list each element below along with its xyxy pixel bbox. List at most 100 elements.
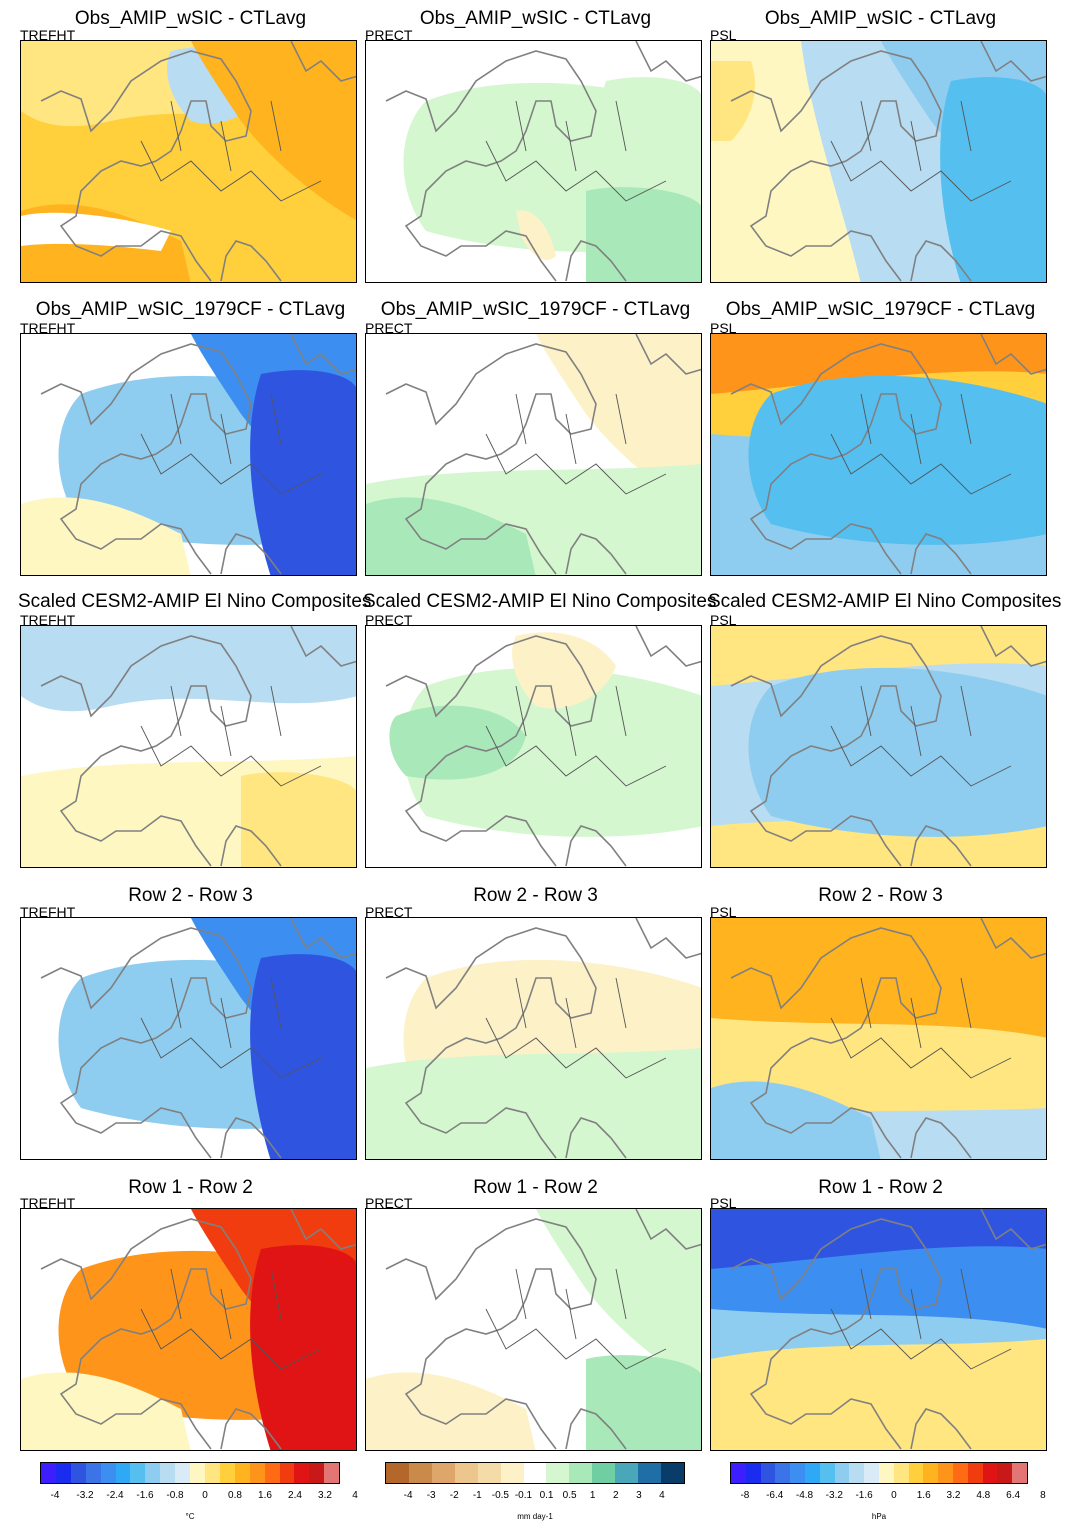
map-panel bbox=[20, 625, 357, 868]
colorbar-tick-label: -3.2 bbox=[825, 1490, 843, 1501]
field-contour-region bbox=[711, 334, 1046, 394]
map-panel bbox=[365, 333, 702, 576]
colorbar-swatch bbox=[219, 1463, 235, 1483]
field-contour-region bbox=[711, 61, 755, 141]
colorbar-swatch bbox=[70, 1463, 86, 1483]
coastline bbox=[730, 41, 1046, 282]
colorbar-swatch bbox=[775, 1463, 791, 1483]
colorbar-swatch bbox=[804, 1463, 820, 1483]
colorbar-tick-label: 4 bbox=[352, 1490, 358, 1501]
colorbar-tick-label: -0.5 bbox=[491, 1490, 509, 1501]
country-borders bbox=[140, 100, 322, 202]
colorbar-swatch bbox=[638, 1463, 662, 1483]
field-contour-region bbox=[21, 212, 171, 251]
colorbar-swatch bbox=[967, 1463, 983, 1483]
colorbar-swatch bbox=[500, 1463, 524, 1483]
field-contour-region bbox=[241, 772, 356, 867]
colorbar-tick-label: -4 bbox=[403, 1490, 413, 1501]
panel-title: Row 1 - Row 2 bbox=[473, 1177, 598, 1198]
map-panel bbox=[20, 917, 357, 1160]
country-borders bbox=[830, 100, 1012, 202]
colorbar-swatch bbox=[569, 1463, 593, 1483]
country-borders bbox=[485, 100, 667, 202]
coastline bbox=[730, 334, 1046, 575]
map-panel bbox=[365, 625, 702, 868]
panel-title: Obs_AMIP_wSIC_1979CF - CTLavg bbox=[380, 299, 691, 320]
country-borders bbox=[140, 1268, 322, 1370]
colorbar-swatch bbox=[85, 1463, 101, 1483]
colorbar-tick-label: -4.8 bbox=[795, 1490, 814, 1501]
colorbar-unit: hPa bbox=[871, 1512, 887, 1521]
colorbar-tick-label: -3 bbox=[426, 1490, 436, 1501]
field-contour-region bbox=[711, 918, 1046, 1038]
field-contour-region bbox=[21, 626, 356, 712]
colorbar-tick-label: -1.6 bbox=[855, 1490, 873, 1501]
colorbar-tick-label: 2.4 bbox=[288, 1490, 302, 1501]
colorbar-ticks: -8 -6.4 -4.8 -3.2 -1.6 0 1.6 3.2 4.8 6.4 8 bbox=[730, 1490, 1045, 1504]
variable-label: PRECT bbox=[365, 1195, 413, 1211]
country-borders bbox=[830, 685, 1012, 787]
panel-title: Row 2 - Row 3 bbox=[473, 885, 598, 906]
coastline bbox=[385, 41, 701, 282]
variable-label: TREFHT bbox=[20, 904, 76, 920]
variable-label: PSL bbox=[710, 1195, 737, 1211]
field-contour-region bbox=[711, 626, 1046, 686]
colorbar-swatch bbox=[615, 1463, 639, 1483]
colorbar-swatch bbox=[431, 1463, 455, 1483]
panel-title: Obs_AMIP_wSIC - CTLavg bbox=[419, 8, 652, 29]
colorbar bbox=[385, 1462, 685, 1484]
field-contour-region bbox=[250, 370, 356, 575]
colorbar-tick-label: 8 bbox=[1040, 1490, 1046, 1501]
colorbar-swatch bbox=[175, 1463, 191, 1483]
colorbar-tick-label: 3 bbox=[636, 1490, 642, 1501]
colorbar-swatch bbox=[819, 1463, 835, 1483]
field-contour-region bbox=[711, 1209, 1046, 1269]
colorbar-tick-label: 0.5 bbox=[562, 1490, 577, 1501]
colorbar-tick-label: 1.6 bbox=[916, 1490, 931, 1501]
variable-label: TREFHT bbox=[20, 1195, 76, 1211]
panel-title: Scaled CESM2-AMIP El Nino Composites bbox=[363, 591, 717, 612]
country-borders bbox=[140, 977, 322, 1079]
country-borders bbox=[485, 1268, 667, 1370]
colorbar-tick-label: -3.2 bbox=[76, 1490, 94, 1501]
colorbar-swatch bbox=[834, 1463, 850, 1483]
coastline bbox=[40, 334, 356, 575]
country-borders bbox=[485, 977, 667, 1079]
colorbar-tick-label: -0.8 bbox=[166, 1490, 184, 1501]
panel-title: Obs_AMIP_wSIC - CTLavg bbox=[74, 8, 307, 29]
panel-title: Scaled CESM2-AMIP El Nino Composites bbox=[18, 591, 372, 612]
colorbar-swatch bbox=[234, 1463, 250, 1483]
country-borders bbox=[485, 685, 667, 787]
colorbar-swatch bbox=[454, 1463, 478, 1483]
panel-title: Row 2 - Row 3 bbox=[818, 885, 943, 906]
colorbar-swatch bbox=[745, 1463, 761, 1483]
colorbar-tick-label: 3.2 bbox=[946, 1490, 961, 1501]
coastline bbox=[40, 1209, 356, 1450]
colorbar-ticks: -4 -3.2 -2.4 -1.6 -0.8 0 0.8 1.6 2.4 3.2 4 bbox=[40, 1490, 358, 1504]
country-borders bbox=[140, 685, 322, 787]
colorbar-swatch bbox=[279, 1463, 295, 1483]
coastline bbox=[40, 918, 356, 1159]
variable-label: TREFHT bbox=[20, 27, 76, 43]
colorbar-swatch bbox=[55, 1463, 71, 1483]
map-panel bbox=[365, 1208, 702, 1451]
field-contour-region bbox=[191, 41, 356, 220]
map-panel bbox=[20, 40, 357, 283]
field-contour-region bbox=[516, 210, 556, 260]
colorbar-swatch bbox=[309, 1463, 325, 1483]
map-panel bbox=[20, 333, 357, 576]
variable-label: PRECT bbox=[365, 27, 413, 43]
colorbar bbox=[40, 1462, 340, 1484]
colorbar-swatch bbox=[731, 1463, 746, 1483]
variable-label: PRECT bbox=[365, 904, 413, 920]
colorbar-tick-label: -8 bbox=[740, 1490, 750, 1501]
map-panel bbox=[710, 333, 1047, 576]
colorbar-tick-label: -1.6 bbox=[136, 1490, 154, 1501]
colorbar-swatch bbox=[908, 1463, 924, 1483]
map-panel bbox=[20, 1208, 357, 1451]
coastline bbox=[385, 334, 701, 575]
colorbar-swatch bbox=[294, 1463, 310, 1483]
variable-label: TREFHT bbox=[20, 612, 76, 628]
variable-label: PSL bbox=[710, 27, 737, 43]
colorbar-swatch bbox=[145, 1463, 161, 1483]
